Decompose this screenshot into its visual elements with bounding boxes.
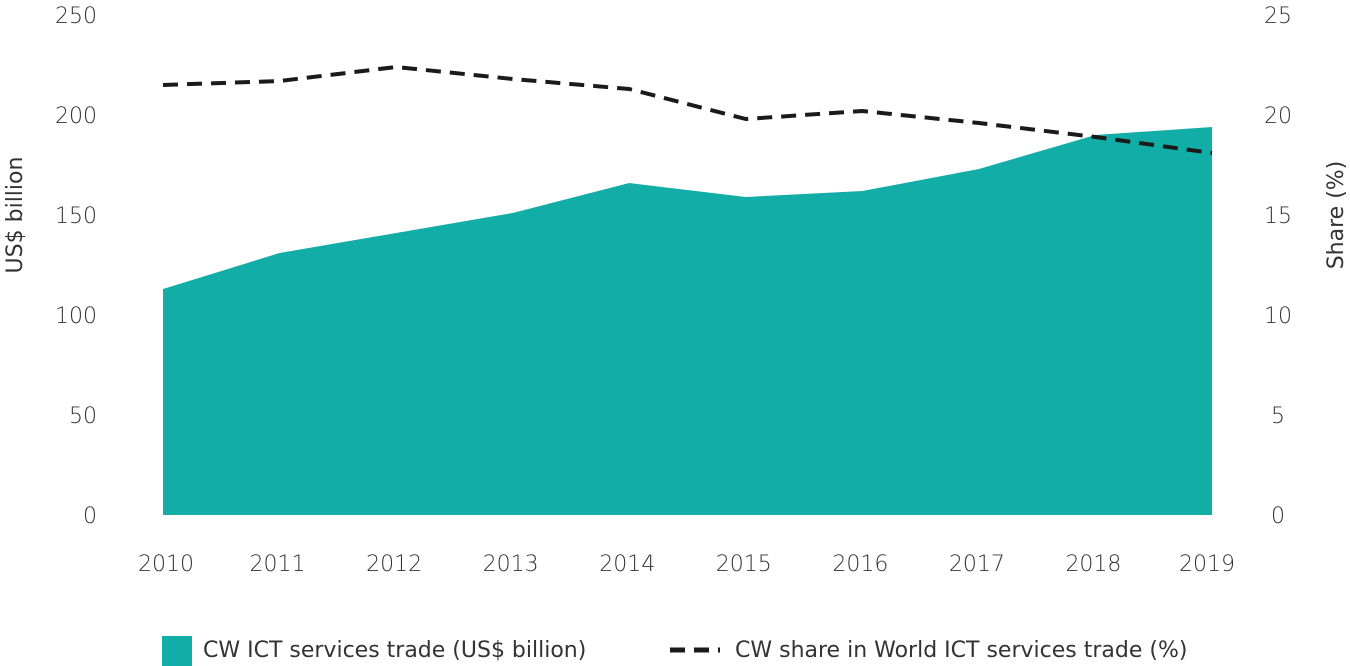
area-series-cw-ict-trade — [163, 127, 1212, 515]
y-tick-label: 200 — [55, 104, 97, 129]
legend-label-line: CW share in World ICT services trade (%) — [735, 638, 1187, 663]
y2-tick-label: 0 — [1271, 504, 1285, 529]
y2-tick-label: 20 — [1264, 104, 1292, 129]
y-axis-title: US$ billion — [3, 157, 28, 274]
area-layer — [163, 127, 1212, 515]
line-layer — [162, 65, 1213, 155]
x-tick-label: 2014 — [599, 552, 655, 577]
x-tick-label: 2017 — [949, 552, 1005, 577]
y2-axis-title: Share (%) — [1324, 161, 1349, 270]
y-tick-label: 250 — [55, 4, 97, 29]
y-axis-right: 0 5 10 15 20 25 — [1264, 4, 1292, 529]
x-tick-label: 2015 — [716, 552, 772, 577]
x-tick-label: 2010 — [138, 552, 194, 577]
x-tick-label: 2019 — [1179, 552, 1235, 577]
y-axis-left: 0 50 100 150 200 250 — [55, 4, 97, 529]
x-tick-label: 2018 — [1065, 552, 1121, 577]
x-axis: 2010 2011 2012 2013 2014 2015 2016 2017 2018 2019 — [138, 552, 1235, 577]
y-tick-label: 0 — [83, 504, 97, 529]
y-tick-label: 50 — [69, 404, 97, 429]
line-series-cw-share — [162, 65, 1213, 155]
y2-tick-label: 10 — [1264, 304, 1292, 329]
legend: CW ICT services trade (US$ billion) CW s… — [162, 636, 1187, 666]
x-tick-label: 2013 — [483, 552, 539, 577]
legend-swatch-area — [162, 636, 192, 666]
y-tick-label: 150 — [55, 204, 97, 229]
y2-tick-label: 15 — [1264, 204, 1292, 229]
y-tick-label: 100 — [55, 304, 97, 329]
y2-tick-label: 25 — [1264, 4, 1292, 29]
x-tick-label: 2012 — [366, 552, 422, 577]
y2-tick-label: 5 — [1271, 404, 1285, 429]
legend-label-area: CW ICT services trade (US$ billion) — [203, 638, 586, 663]
x-tick-label: 2016 — [832, 552, 888, 577]
x-tick-label: 2011 — [250, 552, 306, 577]
